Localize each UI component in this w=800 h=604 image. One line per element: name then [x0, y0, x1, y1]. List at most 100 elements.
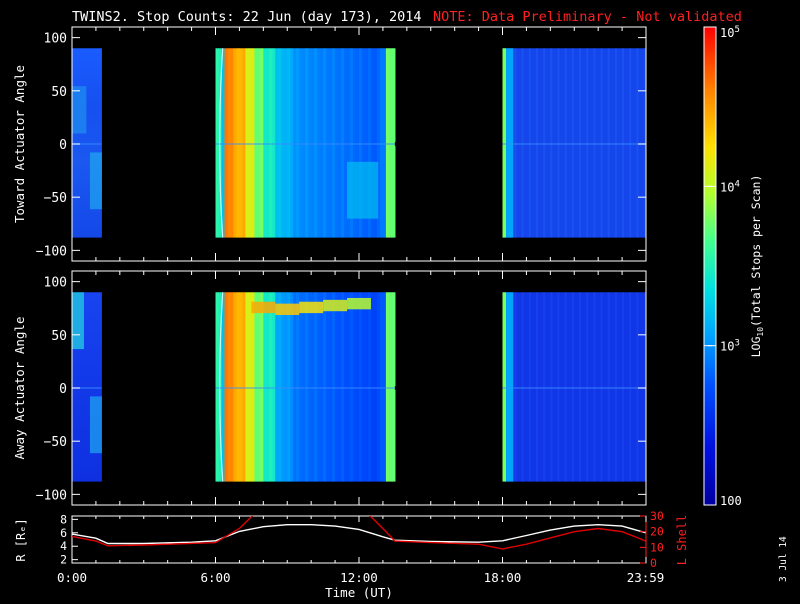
heatmap-cell — [320, 292, 324, 482]
heatmap-stripe — [528, 292, 531, 482]
heatmap-cell — [224, 48, 229, 238]
orbit-right-tick-label: 10 — [650, 540, 664, 554]
heatmap-stripe — [636, 48, 639, 238]
heatmap-cell — [251, 48, 255, 238]
heatmap-cell — [353, 48, 357, 238]
heatmap-cell — [344, 48, 348, 238]
heatmap-cell — [215, 48, 220, 238]
heatmap-cell — [367, 292, 372, 482]
heatmap-cell — [344, 292, 348, 482]
heatmap-stripe — [514, 292, 517, 482]
heatmap-stripe — [600, 292, 603, 482]
heatmap-cell — [281, 48, 285, 238]
heatmap-cell — [248, 292, 252, 482]
away-heatmap-panel: 100 50 0 −50 −100 Away Actuator Angle — [12, 270, 647, 506]
heatmap-cell — [284, 292, 288, 482]
heatmap-cell — [326, 48, 330, 238]
heatmap-cell — [367, 48, 372, 238]
heatmap-cell — [254, 292, 258, 482]
heatmap-cell — [236, 48, 241, 238]
away-y-ticks: 100 50 0 −50 −100 — [36, 276, 646, 503]
heatmap-cell — [359, 48, 363, 238]
heatmap-gap — [394, 142, 503, 146]
heatmap-patch — [347, 161, 379, 219]
heatmap-cell — [266, 292, 270, 482]
heatmap-segment-night-edge — [72, 292, 84, 350]
colorbar-tick-base: 10 — [720, 180, 734, 194]
orbit-left-tick-label: 4 — [60, 539, 67, 553]
heatmap-cell — [311, 292, 315, 482]
heatmap-cell — [275, 48, 279, 238]
heatmap-stripe — [622, 48, 625, 238]
colorbar-tick-base: 10 — [720, 340, 734, 354]
colorbar-label-main: LOG — [749, 337, 763, 358]
colorbar-tick-label: 103 — [720, 339, 740, 354]
colorbar-tick-label: 104 — [720, 179, 740, 194]
heatmap-stripe — [535, 292, 538, 482]
date-stamp: 3 Jul 14 — [778, 536, 789, 582]
y-tick-label: −50 — [44, 191, 67, 206]
heatmap-stripe — [614, 292, 617, 482]
heatmap-cell — [311, 48, 315, 238]
heatmap-cell — [284, 48, 288, 238]
heatmap-cell — [278, 48, 282, 238]
heatmap-cell — [364, 48, 369, 238]
heatmap-cell — [347, 292, 351, 482]
heatmap-stripe — [543, 292, 546, 482]
heatmap-cell — [317, 48, 321, 238]
heatmap-cell — [391, 292, 396, 482]
colorbar-label-sub: 10 — [756, 327, 765, 337]
heatmap-cell — [320, 48, 324, 238]
heatmap-cell — [370, 48, 375, 238]
heatmap-segment-evening-edge2 — [506, 292, 514, 482]
heatmap-segment-night-edge — [72, 86, 87, 134]
heatmap-cell — [388, 48, 393, 238]
heatmap-edge-curve — [219, 292, 224, 482]
heatmap-stripe — [629, 48, 632, 238]
heatmap-cell — [272, 48, 276, 238]
heatmap-hot-band — [251, 301, 276, 314]
toward-heatmap-panel: 100 50 0 −50 −100 Toward Actuator Angle — [12, 26, 647, 262]
heatmap-segment-evening-edge — [502, 292, 507, 482]
heatmap-cell — [323, 292, 327, 482]
y-tick-label: 0 — [59, 138, 67, 153]
heatmap-cell — [287, 48, 291, 238]
heatmap-cell — [335, 292, 339, 482]
heatmap-cell — [308, 292, 312, 482]
y-tick-label: 0 — [59, 382, 67, 397]
heatmap-cell — [278, 292, 282, 482]
heatmap-cell — [314, 292, 318, 482]
colorbar-tick-label: 100 — [720, 494, 742, 508]
heatmap-cell — [257, 48, 261, 238]
y-tick-label: −100 — [36, 488, 67, 503]
heatmap-cell — [269, 292, 273, 482]
heatmap-cell — [347, 48, 351, 238]
heatmap-cell — [254, 48, 258, 238]
orbit-right-tick-label: 0 — [650, 556, 657, 570]
x-tick-label: 18:00 — [484, 570, 522, 585]
heatmap-stripe — [593, 48, 596, 238]
heatmap-cell — [302, 292, 306, 482]
x-tick-label: 12:00 — [340, 570, 378, 585]
x-tick-label: 0:00 — [57, 570, 87, 585]
heatmap-cell — [296, 48, 300, 238]
heatmap-stripe — [521, 292, 524, 482]
away-heatmap-cells — [72, 292, 646, 482]
colorbar-tick-base: 10 — [720, 26, 734, 40]
heatmap-cell — [326, 292, 330, 482]
heatmap-cell — [281, 292, 285, 482]
orbit-ylabel-left: R [Rₑ] — [14, 518, 28, 561]
heatmap-cell — [233, 292, 238, 482]
heatmap-cell — [361, 292, 366, 482]
orbit-right-tick-label: 30 — [650, 509, 664, 523]
heatmap-cell — [275, 292, 279, 482]
heatmap-segment-evening — [502, 48, 646, 238]
heatmap-stripe — [571, 292, 574, 482]
heatmap-cell — [239, 48, 244, 238]
heatmap-gap — [394, 386, 503, 390]
heatmap-stripe — [514, 48, 517, 238]
heatmap-stripe — [521, 48, 524, 238]
heatmap-cell — [350, 48, 354, 238]
